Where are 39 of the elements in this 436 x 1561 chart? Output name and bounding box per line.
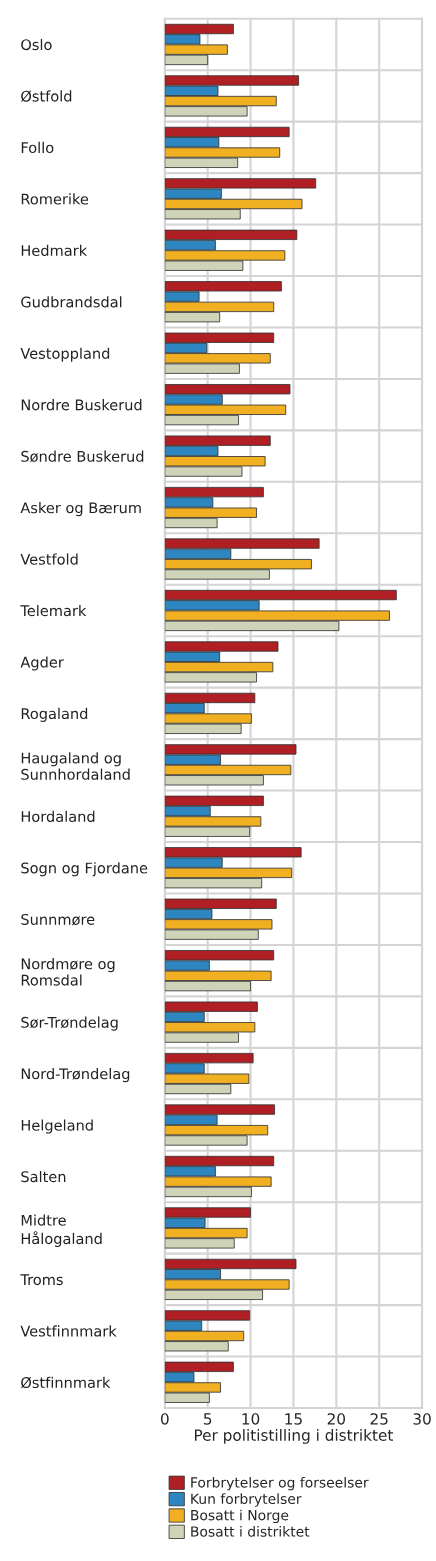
y-tick-label: Agder [20, 656, 64, 671]
y-tick-label: Hordaland [21, 810, 95, 823]
y-tick-label: Troms [20, 1274, 63, 1286]
y-tick-label: Sunnmøre [21, 913, 95, 926]
x-tick-label: 5 [204, 1413, 212, 1425]
y-tick-label: Vestfold [20, 553, 78, 565]
y-tick-label: Søndre Buskerud [21, 450, 144, 463]
legend-label: Bosatt i distriktet [191, 1526, 310, 1537]
x-tick-label: 25 [370, 1413, 388, 1425]
y-tick-label: Østfinnmark [21, 1376, 111, 1389]
y-tick-label: Vestfinnmark [20, 1325, 117, 1337]
y-tick-label: Nord-Trøndelag [21, 1068, 130, 1083]
y-tick-label: Salten [21, 1170, 66, 1183]
x-tick-label: 15 [285, 1413, 302, 1425]
y-tick-label: Haugaland og Sunnhordaland [21, 752, 130, 780]
y-tick-label: Nordmøre og Romsdal [21, 958, 115, 986]
y-tick-label: Oslo [21, 38, 52, 51]
x-tick-label: 30 [413, 1413, 431, 1425]
y-tick-label: Asker og Bærum [20, 502, 141, 517]
y-tick-label: Romerike [21, 193, 89, 205]
y-tick-label: Hedmark [21, 244, 88, 257]
legend-label: Forbrytelser og forseelser [191, 1476, 369, 1491]
y-tick-label: Vestoppland [20, 347, 110, 362]
y-tick-label: Nordre Buskerud [21, 399, 142, 411]
legend-label: Bosatt i Norge [191, 1509, 289, 1524]
y-tick-label: Helgeland [21, 1119, 93, 1134]
legend-label: Kun forbrytelser [191, 1493, 302, 1507]
y-tick-label: Rogaland [21, 707, 88, 722]
x-axis-title: Per politistilling i distriktet [194, 1429, 393, 1444]
y-tick-label: Midtre Hålogaland [21, 1214, 102, 1247]
y-tick-label: Gudbrandsdal [21, 296, 122, 308]
y-tick-label: Østfold [21, 90, 72, 102]
x-tick-label: 0 [160, 1413, 169, 1425]
y-tick-label: Sogn og Fjordane [21, 862, 148, 877]
y-tick-label: Sør-Trøndelag [21, 1016, 118, 1031]
y-tick-label: Telemark [20, 604, 87, 617]
x-tick-label: 20 [327, 1413, 346, 1425]
x-tick-label: 10 [242, 1413, 260, 1425]
y-tick-label: Follo [21, 141, 54, 154]
